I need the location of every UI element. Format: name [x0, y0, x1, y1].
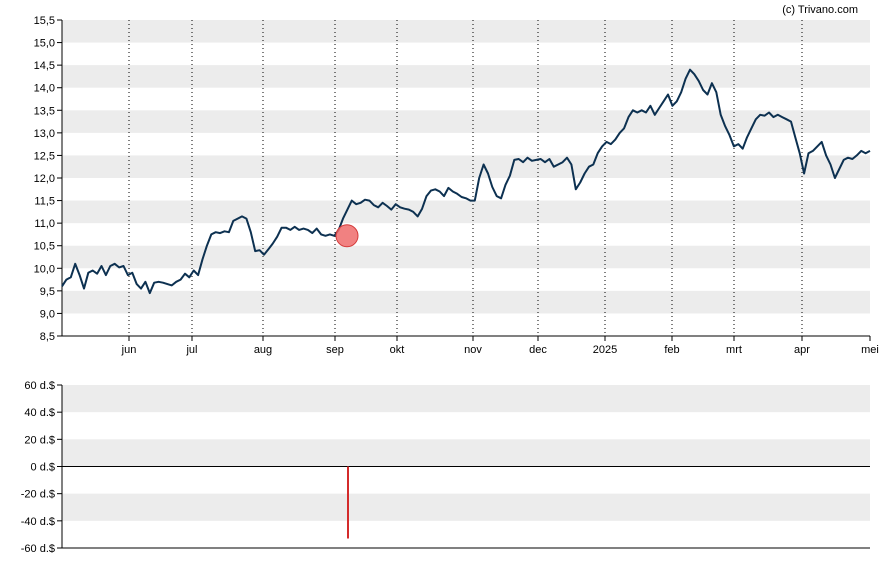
- price-grid-bands: [62, 20, 870, 314]
- price-band: [62, 155, 870, 178]
- price-band: [62, 245, 870, 269]
- volume-tick-label: 40 d.$: [24, 407, 55, 419]
- y-tick-label: 9,5: [40, 286, 55, 298]
- x-tick-label: apr: [794, 344, 810, 356]
- y-tick-label: 8,5: [40, 331, 55, 343]
- price-band: [62, 110, 870, 133]
- x-tick-label: okt: [390, 344, 405, 356]
- price-band: [62, 290, 870, 314]
- y-tick-label: 13,0: [34, 128, 55, 140]
- copyright-text: (c) Trivano.com: [782, 4, 858, 16]
- y-tick-label: 12,0: [34, 173, 55, 185]
- month-x-ticks: jun jul aug sep okt nov dec 2025 feb mrt apr mei: [121, 336, 879, 356]
- x-tick-label: jun: [121, 344, 137, 356]
- volume-tick-label: 20 d.$: [24, 434, 55, 446]
- volume-tick-label: -20 d.$: [21, 489, 55, 501]
- event-marker: [335, 224, 359, 248]
- y-tick-label: 10,0: [34, 263, 55, 275]
- x-tick-label: 2025: [593, 344, 617, 356]
- price-y-ticks: 8,5 9,0 9,5 10,0 10,5 11,0 11,5 12,0 12,5 13,0 13,…: [34, 15, 62, 343]
- volume-grid-bands: [62, 385, 870, 521]
- x-tick-label: dec: [529, 344, 547, 356]
- volume-band: [62, 493, 870, 521]
- y-tick-label: 15,0: [34, 38, 55, 50]
- price-band: [62, 65, 870, 88]
- x-tick-label: mei: [861, 344, 879, 356]
- y-tick-label: 11,0: [34, 218, 55, 230]
- x-tick-label: mrt: [726, 344, 742, 356]
- price-band: [62, 200, 870, 224]
- x-tick-label: feb: [664, 344, 679, 356]
- volume-tick-label: 0 d.$: [31, 462, 55, 474]
- y-tick-label: 14,0: [34, 83, 55, 95]
- price-line: [61, 68, 871, 295]
- x-tick-label: jul: [185, 344, 197, 356]
- price-band: [62, 20, 870, 43]
- y-tick-label: 10,5: [34, 241, 55, 253]
- y-tick-label: 12,5: [34, 150, 55, 162]
- volume-tick-label: -60 d.$: [21, 543, 55, 555]
- y-tick-label: 15,5: [34, 15, 55, 27]
- volume-band: [62, 385, 870, 413]
- volume-tick-label: 60 d.$: [24, 380, 55, 392]
- x-tick-label: nov: [464, 344, 482, 356]
- month-gridlines: [128, 20, 803, 336]
- y-tick-label: 13,5: [34, 105, 55, 117]
- y-tick-label: 11,5: [34, 196, 55, 208]
- volume-tick-label: -40 d.$: [21, 516, 55, 528]
- y-tick-label: 9,0: [40, 308, 55, 320]
- volume-band: [62, 439, 870, 467]
- volume-y-ticks: -60 d.$ -40 d.$ -20 d.$ 0 d.$ 20 d.$ 40 d.$ 60…: [21, 380, 62, 555]
- x-tick-label: aug: [254, 344, 272, 356]
- x-tick-label: sep: [326, 344, 344, 356]
- y-tick-label: 14,5: [34, 60, 55, 72]
